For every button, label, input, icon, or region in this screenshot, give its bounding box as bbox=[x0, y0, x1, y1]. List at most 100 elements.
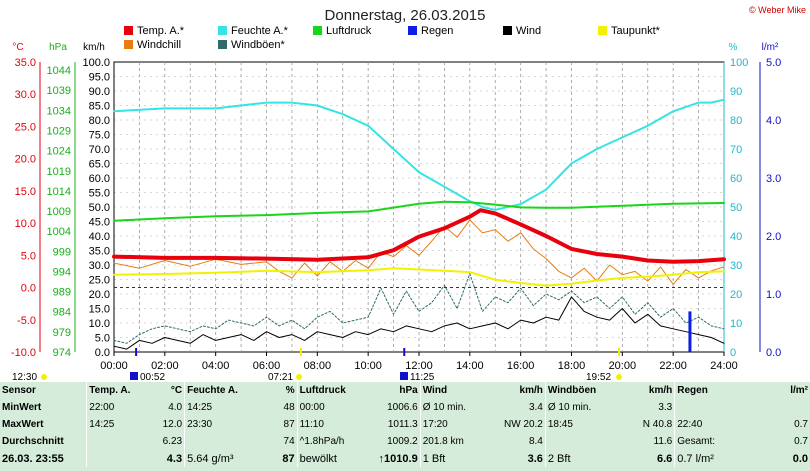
regen-legend-swatch bbox=[408, 26, 417, 35]
stats-row-average: Durchschnitt 6.23 74 ^1.8hPa/h 1009.2 20… bbox=[0, 433, 810, 450]
stats-feuchte-time: 14:25 bbox=[184, 399, 255, 416]
stats-temp-value: 12.0 bbox=[162, 419, 183, 430]
luftdruck-legend-label: Luftdruck bbox=[326, 25, 372, 37]
stats-druck-time: 11:10 bbox=[296, 416, 363, 433]
x-tick-label: 12:00 bbox=[405, 360, 433, 372]
stats-druck-value: 1011.3 bbox=[387, 419, 418, 430]
pct-tick-label: 30 bbox=[730, 260, 742, 272]
stats-temp-time bbox=[86, 433, 138, 450]
hpa-tick-label: 1009 bbox=[47, 206, 71, 218]
stats-head-temp: Temp. A. bbox=[86, 382, 138, 399]
x-tick-label: 10:00 bbox=[354, 360, 382, 372]
stats-boeen-time: 2 Bft bbox=[544, 450, 618, 467]
stats-regen-time: 0.7 l/m² bbox=[674, 450, 743, 467]
stats-row-max: MaxWert 14:25 12.0 23:30 87 11:10 1011.3… bbox=[0, 416, 810, 433]
stats-druck-time: bewölkt bbox=[296, 450, 363, 467]
temp-tick-label: 35.0 bbox=[15, 57, 36, 69]
kmh-tick-label: 70.0 bbox=[89, 144, 110, 156]
stats-row-label: 26.03. 23:55 bbox=[2, 452, 64, 465]
temp-tick-label: 0.0 bbox=[21, 283, 36, 295]
temp-tick-label: 25.0 bbox=[15, 121, 36, 133]
x-tick-label: 08:00 bbox=[304, 360, 332, 372]
statistics-panel: Sensor Temp. A. °C Feuchte A. % Luftdruc… bbox=[0, 382, 810, 471]
kmh-tick-label: 30.0 bbox=[89, 260, 110, 272]
kmh-tick-label: 100.0 bbox=[82, 57, 110, 69]
stats-wind-time: 17:20 bbox=[419, 416, 489, 433]
hpa-tick-label: 1024 bbox=[47, 146, 71, 158]
wind-legend-label: Wind bbox=[516, 25, 541, 37]
x-tick-label: 22:00 bbox=[659, 360, 687, 372]
moonrise-icon bbox=[130, 372, 138, 380]
temp-tick-label: 15.0 bbox=[15, 186, 36, 198]
sun-moon-times: 12:30 00:52 07:21 11:25 19:52 bbox=[12, 372, 622, 382]
taupunkt-legend-label: Taupunkt* bbox=[611, 25, 661, 37]
windchill-legend-swatch bbox=[124, 40, 133, 49]
hpa-tick-label: 984 bbox=[53, 307, 71, 319]
x-axis: 00:00 02:00 04:00 06:00 08:00 10:00 12:00 14:00… bbox=[100, 352, 738, 372]
stats-regen-time: Gesamt: bbox=[674, 433, 743, 450]
kmh-tick-label: 10.0 bbox=[89, 318, 110, 330]
stats-wind-value: NW 20.2 bbox=[503, 419, 543, 430]
pct-tick-label: 20 bbox=[730, 289, 742, 301]
stats-regen-value: 0.7 bbox=[794, 436, 808, 447]
stats-head-wind: Wind bbox=[419, 382, 489, 399]
pct-tick-label: 80 bbox=[730, 115, 742, 127]
stats-boeen-value: 3.3 bbox=[658, 402, 673, 413]
temp-tick-label: -10.0 bbox=[11, 347, 36, 359]
luftdruck-series-line bbox=[113, 200, 725, 222]
x-tick-label: 14:00 bbox=[456, 360, 484, 372]
sunrise-time: 07:21 bbox=[268, 372, 293, 382]
stats-row-label: MaxWert bbox=[2, 419, 44, 430]
wind-series-line bbox=[113, 296, 725, 350]
x-tick-label: 06:00 bbox=[253, 360, 281, 372]
stats-row-label: Durchschnitt bbox=[2, 436, 64, 447]
legend: Temp. A.* Feuchte A.* Luftdruck Regen Wind Ta… bbox=[124, 25, 661, 51]
x-tick-label: 18:00 bbox=[558, 360, 586, 372]
sunset-time: 19:52 bbox=[586, 372, 611, 382]
stats-regen-time: 22:40 bbox=[674, 416, 743, 433]
moonset-icon bbox=[400, 372, 408, 380]
temp-tick-label: 10.0 bbox=[15, 218, 36, 230]
temp-legend-swatch bbox=[124, 26, 133, 35]
statistics-table: Sensor Temp. A. °C Feuchte A. % Luftdruc… bbox=[0, 382, 810, 467]
feuchte-legend-swatch bbox=[218, 26, 227, 35]
x-tick-label: 24:00 bbox=[710, 360, 738, 372]
stats-temp-value: 6.23 bbox=[162, 436, 183, 447]
stats-feuchte-value: 87 bbox=[282, 452, 295, 465]
pct-tick-label: 10 bbox=[730, 318, 742, 330]
stats-head-regen: Regen bbox=[674, 382, 743, 399]
windboeen-series-line bbox=[113, 273, 725, 344]
hpa-tick-label: 1019 bbox=[47, 166, 71, 178]
taupunkt-series-line bbox=[113, 267, 725, 287]
hpa-tick-label: 1034 bbox=[47, 105, 71, 117]
pct-tick-label: 100 bbox=[730, 57, 748, 69]
rain-bar bbox=[688, 311, 692, 352]
stats-druck-value: 1006.6 bbox=[387, 402, 418, 413]
stats-head-luftdruck-unit: hPa bbox=[362, 382, 421, 399]
sunset-icon bbox=[616, 374, 622, 380]
kmh-tick-label: 50.0 bbox=[89, 202, 110, 214]
stats-boeen-time: Ø 10 min. bbox=[544, 399, 618, 416]
stats-feuchte-value: 48 bbox=[283, 402, 295, 413]
stats-druck-time: ^1.8hPa/h bbox=[296, 433, 363, 450]
x-tick-label: 00:00 bbox=[100, 360, 128, 372]
pct-tick-label: 90 bbox=[730, 86, 742, 98]
series-layer bbox=[112, 98, 726, 352]
stats-head-regen-unit: l/m² bbox=[742, 382, 810, 399]
moonset-time: 11:25 bbox=[410, 372, 435, 382]
kmh-tick-label: 55.0 bbox=[89, 188, 110, 200]
stats-boeen-value: 6.6 bbox=[656, 452, 673, 465]
stats-head-wind-unit: km/h bbox=[488, 382, 546, 399]
kmh-tick-label: 5.0 bbox=[95, 333, 110, 345]
feuchte-series-line bbox=[113, 98, 725, 211]
stats-head-temp-unit: °C bbox=[137, 382, 185, 399]
pct-tick-label: 0 bbox=[730, 347, 736, 359]
wind-legend-swatch bbox=[503, 26, 512, 35]
hpa-tick-label: 1044 bbox=[47, 65, 71, 77]
y-axes: 35.0 30.0 25.0 20.0 15.0 10.0 5.0 0.0 -5.0 -10.0 1… bbox=[11, 57, 781, 359]
stats-feuchte-time bbox=[184, 433, 255, 450]
stats-boeen-value: 11.6 bbox=[653, 436, 673, 447]
temp-series-line bbox=[112, 208, 726, 264]
stats-regen-value: 0.0 bbox=[792, 452, 808, 465]
